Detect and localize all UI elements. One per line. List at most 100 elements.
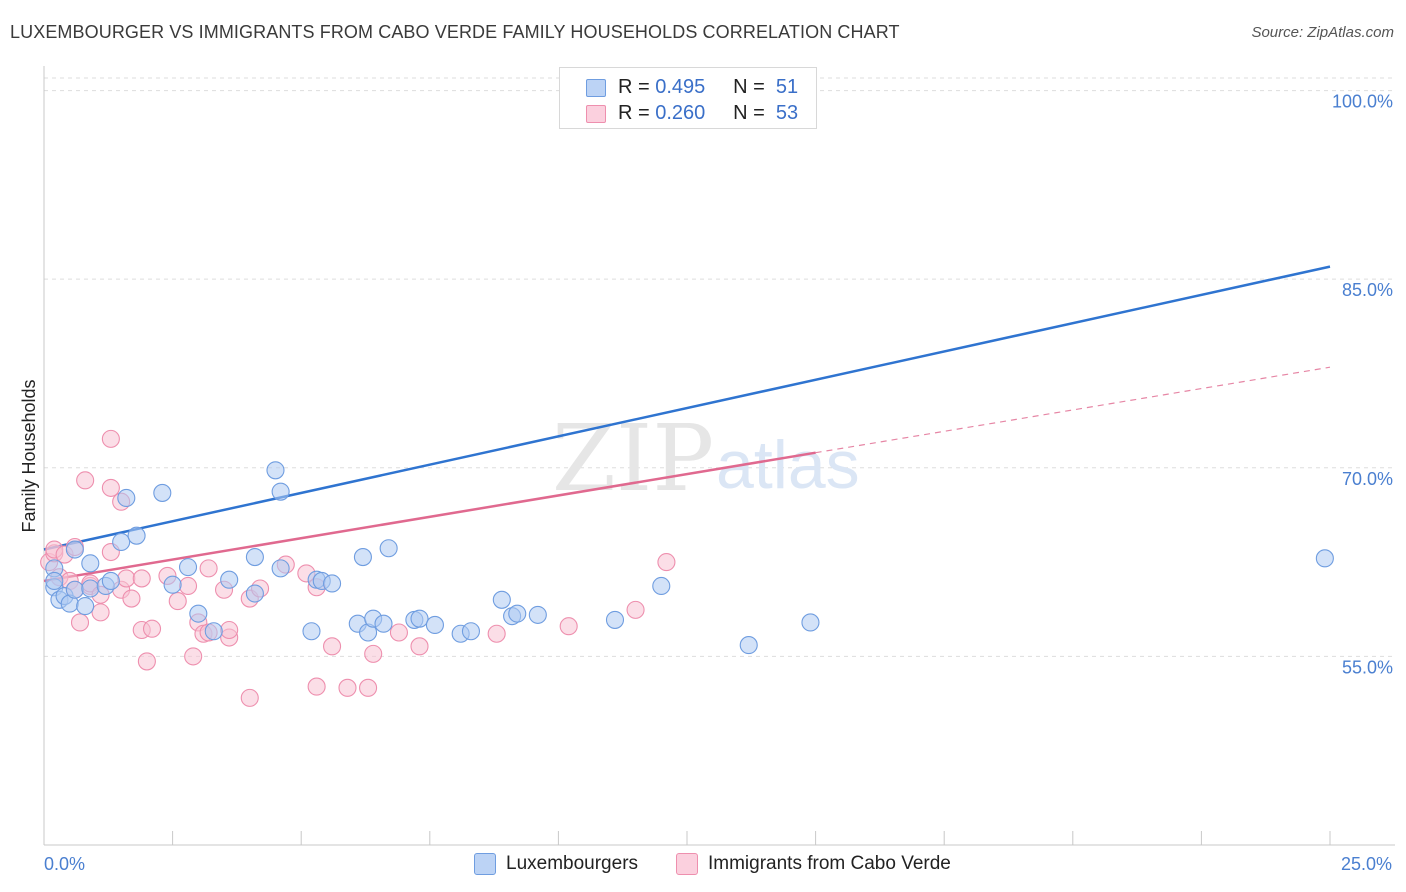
- point-cabo-verde: [487, 624, 506, 643]
- axes: [43, 66, 1395, 846]
- point-luxembourgers: [112, 532, 131, 552]
- point-luxembourgers: [153, 483, 172, 502]
- point-cabo-verde: [364, 644, 383, 663]
- y-tick-label-70: 70.0%: [1342, 469, 1393, 489]
- trend-lines: [43, 265, 1331, 583]
- point-cabo-verde: [132, 569, 151, 588]
- point-cabo-verde: [338, 678, 357, 697]
- point-luxembourgers: [528, 605, 547, 624]
- legend-swatch-pink: [586, 105, 606, 123]
- point-luxembourgers: [189, 604, 208, 623]
- point-luxembourgers: [739, 636, 758, 655]
- point-cabo-verde: [199, 559, 218, 578]
- r-value: 0.495: [655, 76, 706, 98]
- series-legend: Luxembourgers Immigrants from Cabo Verde: [0, 852, 1406, 878]
- point-cabo-verde: [91, 603, 110, 622]
- point-cabo-verde: [76, 471, 95, 490]
- n-value: 53: [775, 102, 799, 124]
- point-cabo-verde: [137, 652, 156, 671]
- point-luxembourgers: [245, 548, 264, 567]
- point-cabo-verde: [70, 613, 90, 632]
- point-luxembourgers: [178, 558, 198, 577]
- chart-source: Source: ZipAtlas.com: [1251, 24, 1394, 41]
- point-luxembourgers: [1315, 549, 1334, 568]
- point-cabo-verde: [657, 553, 676, 572]
- point-luxembourgers: [117, 488, 136, 508]
- y-axis-label: Family Households: [19, 379, 39, 532]
- watermark: ZIP atlas: [552, 405, 860, 512]
- point-cabo-verde: [101, 429, 120, 448]
- point-luxembourgers: [379, 539, 398, 558]
- point-luxembourgers: [323, 574, 342, 593]
- point-cabo-verde: [142, 619, 162, 638]
- point-luxembourgers: [127, 526, 146, 545]
- point-cabo-verde: [117, 569, 136, 588]
- x-tick-label-max: 25.0%: [1341, 854, 1392, 874]
- point-luxembourgers: [302, 622, 321, 641]
- point-luxembourgers: [353, 548, 372, 567]
- point-cabo-verde: [220, 620, 239, 640]
- point-cabo-verde: [410, 637, 429, 656]
- point-cabo-verde: [184, 647, 203, 666]
- data-points: [40, 429, 1334, 707]
- r-label: R =: [618, 102, 656, 124]
- r-value: 0.260: [655, 102, 706, 124]
- legend-label: Immigrants from Cabo Verde: [708, 853, 951, 874]
- x-tick-label-min: 0.0%: [44, 854, 85, 874]
- point-luxembourgers: [425, 615, 444, 635]
- watermark-zip: ZIP: [552, 405, 714, 512]
- point-cabo-verde: [307, 677, 326, 696]
- point-luxembourgers: [163, 575, 182, 594]
- point-cabo-verde: [626, 600, 645, 619]
- point-luxembourgers: [81, 579, 100, 598]
- y-tick-label-100: 100.0%: [1332, 92, 1393, 112]
- point-cabo-verde: [389, 623, 408, 642]
- point-luxembourgers: [605, 610, 625, 629]
- point-luxembourgers: [374, 614, 393, 633]
- point-luxembourgers: [492, 590, 511, 609]
- point-luxembourgers: [45, 571, 64, 591]
- point-luxembourgers: [652, 576, 671, 596]
- trend-line-cabo-verde-extension: [815, 366, 1331, 454]
- n-label: N =: [733, 76, 771, 98]
- axis-labels: Family Households 0.0% 25.0% 55.0% 70.0%…: [19, 92, 1393, 874]
- point-cabo-verde: [359, 678, 378, 697]
- point-luxembourgers: [461, 622, 481, 641]
- legend-label: Luxembourgers: [506, 853, 639, 874]
- legend-swatch-blue: [474, 853, 496, 875]
- legend-swatch-blue: [586, 79, 606, 97]
- trend-line-cabo-verde: [43, 451, 816, 583]
- point-luxembourgers: [266, 461, 285, 480]
- y-tick-label-85: 85.0%: [1342, 280, 1393, 300]
- point-luxembourgers: [65, 580, 84, 599]
- point-luxembourgers: [245, 584, 264, 603]
- point-cabo-verde: [178, 576, 198, 596]
- r-label: R =: [618, 76, 656, 98]
- point-cabo-verde: [168, 592, 187, 611]
- point-luxembourgers: [65, 540, 84, 559]
- point-cabo-verde: [323, 637, 342, 656]
- legend-swatch-pink: [676, 853, 698, 875]
- point-luxembourgers: [81, 554, 100, 573]
- correlation-legend: R = 0.495 N = 51 R = 0.260 N = 53: [559, 67, 817, 129]
- trend-line-luxembourgers: [43, 265, 1331, 551]
- chart-title: LUXEMBOURGER VS IMMIGRANTS FROM CABO VER…: [10, 22, 900, 42]
- point-cabo-verde: [101, 478, 120, 497]
- n-value: 51: [775, 76, 799, 98]
- point-luxembourgers: [220, 570, 239, 589]
- point-cabo-verde: [240, 688, 259, 707]
- point-luxembourgers: [410, 609, 429, 628]
- point-luxembourgers: [508, 604, 527, 623]
- point-luxembourgers: [204, 622, 223, 641]
- n-label: N =: [733, 102, 771, 124]
- point-luxembourgers: [101, 571, 120, 591]
- point-luxembourgers: [271, 482, 290, 501]
- point-luxembourgers: [271, 559, 290, 578]
- point-luxembourgers: [801, 613, 820, 632]
- point-cabo-verde: [559, 617, 578, 636]
- point-cabo-verde: [122, 589, 141, 608]
- point-luxembourgers: [76, 597, 95, 616]
- y-tick-label-55: 55.0%: [1342, 657, 1393, 677]
- gridlines: [44, 77, 1395, 657]
